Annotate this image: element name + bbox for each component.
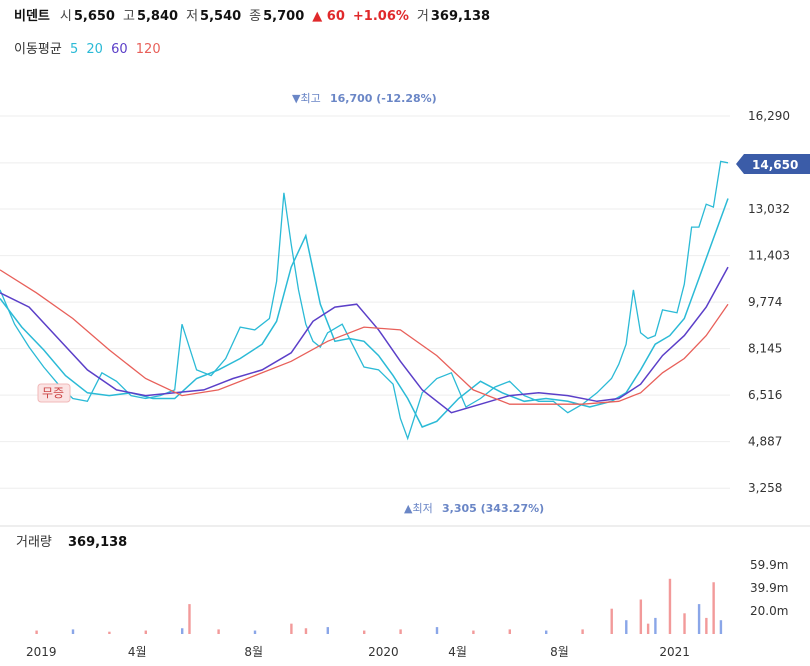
time-tick-label: 4월 bbox=[128, 645, 147, 659]
volume-bar bbox=[683, 613, 686, 634]
min-annotation-value: 3,305 (343.27%) bbox=[442, 502, 544, 515]
price-tag-value: 14,650 bbox=[752, 158, 798, 172]
current-price-tag: 14,650 bbox=[736, 154, 810, 174]
stock-name: 비덴트 bbox=[14, 9, 50, 24]
volume-bar bbox=[625, 620, 628, 634]
price-tick-label: 8,145 bbox=[748, 342, 782, 356]
volume-bar bbox=[435, 627, 439, 634]
event-badge-label: 무증 bbox=[42, 386, 64, 400]
price-chart[interactable]: 16,290 14,650 13,032 11,403 9,774 8,145 6,516 4… bbox=[0, 62, 810, 666]
volume-bar bbox=[712, 582, 715, 634]
volume-bar bbox=[705, 617, 708, 634]
volume-tick-label: 20.0m bbox=[750, 604, 788, 618]
time-tick-label: 8월 bbox=[550, 645, 569, 659]
volume-bar bbox=[304, 628, 308, 634]
min-annotation-label: ▲최저 bbox=[404, 502, 433, 515]
ma-series bbox=[0, 160, 729, 441]
volume-axis: 59.9m 39.9m 20.0m bbox=[750, 558, 788, 618]
volume-bar bbox=[181, 628, 184, 634]
high-value: 5,840 bbox=[136, 9, 179, 24]
ma-line-20 bbox=[0, 198, 729, 428]
time-tick-label: 2019 bbox=[26, 645, 57, 659]
low-label: 저 bbox=[186, 9, 199, 24]
volume-bar bbox=[472, 630, 475, 634]
ma-line-5 bbox=[0, 160, 729, 441]
price-tick-label: 3,258 bbox=[748, 481, 782, 495]
time-axis: 2019 4월 8월 2020 4월 8월 2021 bbox=[26, 645, 690, 659]
grid-lines bbox=[0, 115, 730, 489]
high-label: 고 bbox=[122, 9, 135, 24]
volume-bar bbox=[639, 599, 643, 634]
ma-legend-60[interactable]: 60 bbox=[111, 42, 128, 57]
price-tick-label: 6,516 bbox=[748, 388, 782, 402]
volume-bar bbox=[545, 630, 548, 634]
time-tick-label: 8월 bbox=[244, 645, 263, 659]
ma-legend-20[interactable]: 20 bbox=[86, 42, 103, 57]
price-tick-label: 11,403 bbox=[748, 249, 790, 263]
volume-bar bbox=[654, 617, 657, 634]
ma-legend: 이동평균 5 20 60 120 bbox=[14, 38, 165, 57]
volume-panel-label: 거래량 bbox=[16, 535, 52, 550]
volume-label: 거 bbox=[416, 9, 429, 24]
time-tick-label: 2021 bbox=[659, 645, 690, 659]
time-tick-label: 4월 bbox=[448, 645, 467, 659]
volume-tick-label: 59.9m bbox=[750, 558, 788, 572]
quote-summary: 비덴트 시 5,650 고 5,840 저 5,540 종 5,700 ▲ 60… bbox=[14, 5, 498, 24]
volume-panel-value: 369,138 bbox=[68, 535, 127, 550]
price-tag-shape bbox=[736, 154, 810, 174]
max-annotation-value: 16,700 (-12.28%) bbox=[330, 92, 437, 105]
ma-line-60 bbox=[0, 266, 729, 414]
volume-bar bbox=[610, 608, 613, 634]
change-value: ▲ 60 bbox=[312, 9, 345, 24]
ma-legend-5[interactable]: 5 bbox=[69, 42, 79, 57]
volume-bar bbox=[719, 620, 723, 634]
volume-bar bbox=[144, 630, 147, 634]
volume-bar bbox=[363, 630, 366, 634]
event-badge bbox=[37, 383, 71, 403]
ma-legend-120[interactable]: 120 bbox=[135, 42, 161, 57]
volume-bar bbox=[188, 604, 191, 634]
volume-bar bbox=[217, 629, 220, 634]
open-label: 시 bbox=[59, 9, 72, 24]
volume-bar bbox=[399, 629, 402, 634]
volume-bar bbox=[581, 629, 584, 634]
price-tick-label: 4,887 bbox=[748, 435, 782, 449]
volume-bar bbox=[35, 630, 38, 634]
close-value: 5,700 bbox=[263, 9, 305, 24]
annotations: ▼최고 16,700 (-12.28%) ▲최저 3,305 (343.27%) 무증 bbox=[37, 92, 544, 515]
time-tick-label: 2020 bbox=[368, 645, 399, 659]
close-label: 종 bbox=[249, 9, 262, 24]
low-value: 5,540 bbox=[200, 9, 242, 24]
volume-bar bbox=[253, 630, 257, 634]
volume-bar bbox=[508, 629, 511, 634]
open-value: 5,650 bbox=[73, 9, 115, 24]
volume-bar bbox=[290, 623, 293, 634]
volume-bar bbox=[326, 627, 329, 634]
price-tick-label: 13,032 bbox=[748, 202, 790, 216]
volume-value: 369,138 bbox=[430, 9, 491, 24]
volume-bar bbox=[668, 578, 672, 634]
change-percent: +1.06% bbox=[352, 9, 409, 24]
price-tick-label: 9,774 bbox=[748, 295, 782, 309]
price-tick-label: 16,290 bbox=[748, 109, 790, 123]
stock-header: 비덴트 시 5,650 고 5,840 저 5,540 종 5,700 ▲ 60… bbox=[0, 0, 810, 62]
volume-bars bbox=[35, 578, 723, 634]
volume-tick-label: 39.9m bbox=[750, 581, 788, 595]
ma-legend-label: 이동평균 bbox=[14, 42, 62, 57]
ma-line-120 bbox=[0, 269, 729, 405]
volume-bar bbox=[71, 629, 75, 634]
volume-bar bbox=[108, 631, 111, 634]
max-annotation-label: ▼최고 bbox=[292, 92, 321, 105]
volume-bar bbox=[697, 604, 701, 634]
volume-bar bbox=[646, 623, 650, 634]
